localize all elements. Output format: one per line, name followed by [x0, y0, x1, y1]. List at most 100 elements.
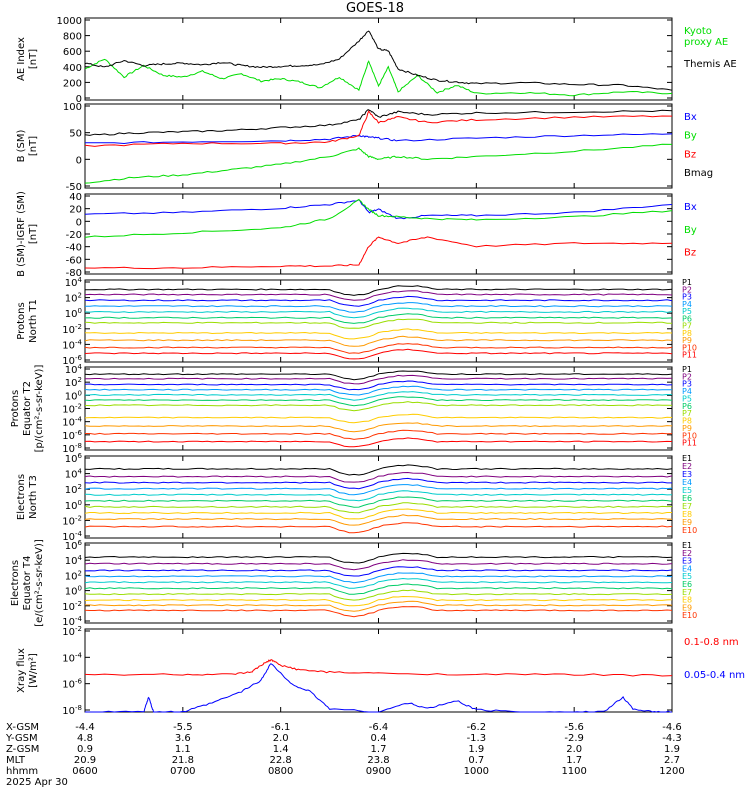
- ephemeris-value: 1200: [659, 766, 684, 777]
- flux-channel-line: [84, 335, 673, 347]
- ephemeris-value: 22.8: [270, 755, 292, 766]
- flux-channel-line: [84, 464, 673, 476]
- legend-entry: E1: [682, 454, 692, 463]
- legend-entry: E2: [682, 462, 692, 471]
- legend-entry: P6: [682, 402, 692, 411]
- ephemeris-value: 20.9: [74, 755, 96, 766]
- series-line: [84, 199, 673, 220]
- legend-entry: E2: [682, 549, 692, 558]
- legend-entry: E7: [682, 588, 692, 597]
- flux-channel-line: [84, 437, 673, 448]
- flux-channel-line: [84, 328, 673, 340]
- y-tick-label: 0: [76, 94, 82, 105]
- y-tick-label: 104: [65, 363, 83, 376]
- series-line: [84, 236, 673, 270]
- legend-entry: P11: [682, 439, 697, 448]
- flux-channel-line: [84, 290, 673, 301]
- y-axis-label: [nT]: [28, 49, 39, 69]
- y-tick-label: 10-2: [62, 403, 82, 416]
- panel-frame: [84, 17, 673, 101]
- y-tick-label: 102: [65, 292, 82, 305]
- y-axis-label: Xray flux: [16, 648, 27, 693]
- ephemeris-value: 1.7: [371, 744, 387, 755]
- series-line: [84, 659, 673, 677]
- ephemeris-value: 2.7: [664, 755, 680, 766]
- ephemeris-value: -5.6: [564, 722, 584, 733]
- panel-frame: [84, 279, 673, 363]
- y-tick-label: 100: [65, 389, 82, 402]
- legend-entry: E9: [682, 603, 692, 612]
- y-tick-label: 102: [65, 483, 82, 496]
- legend-entry: E6: [682, 580, 692, 589]
- series-line: [84, 109, 673, 136]
- ephemeris-value: -5.5: [173, 722, 193, 733]
- y-axis-label: B (SM)-IGRF (SM): [16, 191, 27, 277]
- legend-entry: By: [684, 225, 697, 236]
- y-tick-label: 10-2: [62, 600, 82, 613]
- y-tick-label: 104: [65, 554, 83, 567]
- ephemeris-value: 0900: [366, 766, 391, 777]
- ephemeris-row-label: MLT: [6, 755, 26, 766]
- legend-entry: P11: [682, 351, 697, 360]
- legend-entry: E7: [682, 502, 692, 511]
- y-tick-label: 0: [76, 155, 82, 166]
- flux-channel-line: [84, 606, 673, 618]
- legend-entry: E1: [682, 541, 692, 550]
- y-tick-label: 10-4: [62, 416, 82, 429]
- y-tick-label: 106: [65, 539, 83, 552]
- y-axis-label: Equator T4: [22, 556, 33, 611]
- ephemeris-value: -6.1: [271, 722, 291, 733]
- legend-entry: P5: [682, 394, 692, 403]
- y-axis-label: B (SM): [16, 129, 27, 162]
- y-tick-label: 10-2: [62, 323, 82, 336]
- legend-entry: P5: [682, 307, 692, 316]
- legend-entry: P2: [682, 372, 692, 381]
- flux-channel-line: [84, 391, 673, 401]
- y-tick-label: 102: [65, 569, 82, 582]
- legend-entry: P9: [682, 424, 692, 433]
- flux-channel-line: [84, 595, 673, 607]
- ephemeris-value: 2.0: [566, 744, 582, 755]
- ephemeris-value: 4.8: [77, 733, 93, 744]
- y-axis-label: Electrons: [10, 560, 21, 606]
- legend-entry: E4: [682, 564, 692, 573]
- y-tick-label: 0: [76, 217, 82, 228]
- legend-entry: Bmag: [684, 168, 713, 179]
- flux-channel-line: [84, 496, 673, 508]
- flux-channel-line: [84, 471, 673, 483]
- series-line: [85, 663, 672, 713]
- y-tick-label: 104: [65, 468, 83, 481]
- y-tick-label: 100: [63, 102, 82, 113]
- ephemeris-value: 1.4: [273, 744, 289, 755]
- y-axis-label: Protons: [10, 390, 21, 427]
- legend-entry: E5: [682, 486, 692, 495]
- legend-entry: Bx: [684, 112, 697, 123]
- ephemeris-value: -4.3: [662, 733, 682, 744]
- flux-channel-line: [84, 508, 672, 520]
- y-tick-label: 102: [65, 376, 82, 389]
- ephemeris-row-label: Z-GSM: [6, 744, 39, 755]
- legend-entry: Themis AE: [683, 59, 737, 70]
- flux-channel-line: [84, 385, 673, 396]
- ephemeris-value: -4.6: [662, 722, 682, 733]
- flux-channel-line: [84, 514, 673, 526]
- ephemeris-value: 0700: [170, 766, 195, 777]
- ephemeris-value: -2.9: [564, 733, 584, 744]
- flux-channel-line: [84, 295, 673, 307]
- ephemeris-value: -6.4: [369, 722, 389, 733]
- legend-entry: P4: [682, 300, 692, 309]
- ephemeris-value: 21.8: [172, 755, 194, 766]
- flux-channel-line: [84, 577, 673, 589]
- date-label: 2025 Apr 30: [6, 777, 68, 788]
- y-tick-label: 104: [65, 276, 83, 289]
- legend-entry: P7: [682, 409, 692, 418]
- flux-channel-line: [84, 559, 673, 571]
- flux-channel-line: [84, 343, 673, 354]
- ephemeris-row-label: Y-GSM: [5, 733, 38, 744]
- y-axis-label: [W/m²]: [28, 653, 39, 688]
- y-axis-label: [p/(cm²-s-sr-keV)]: [34, 365, 45, 453]
- y-tick-label: 40: [69, 192, 82, 203]
- y-axis-label: [e/(cm²-s-sr-keV)]: [34, 539, 45, 627]
- flux-channel-line: [84, 413, 673, 424]
